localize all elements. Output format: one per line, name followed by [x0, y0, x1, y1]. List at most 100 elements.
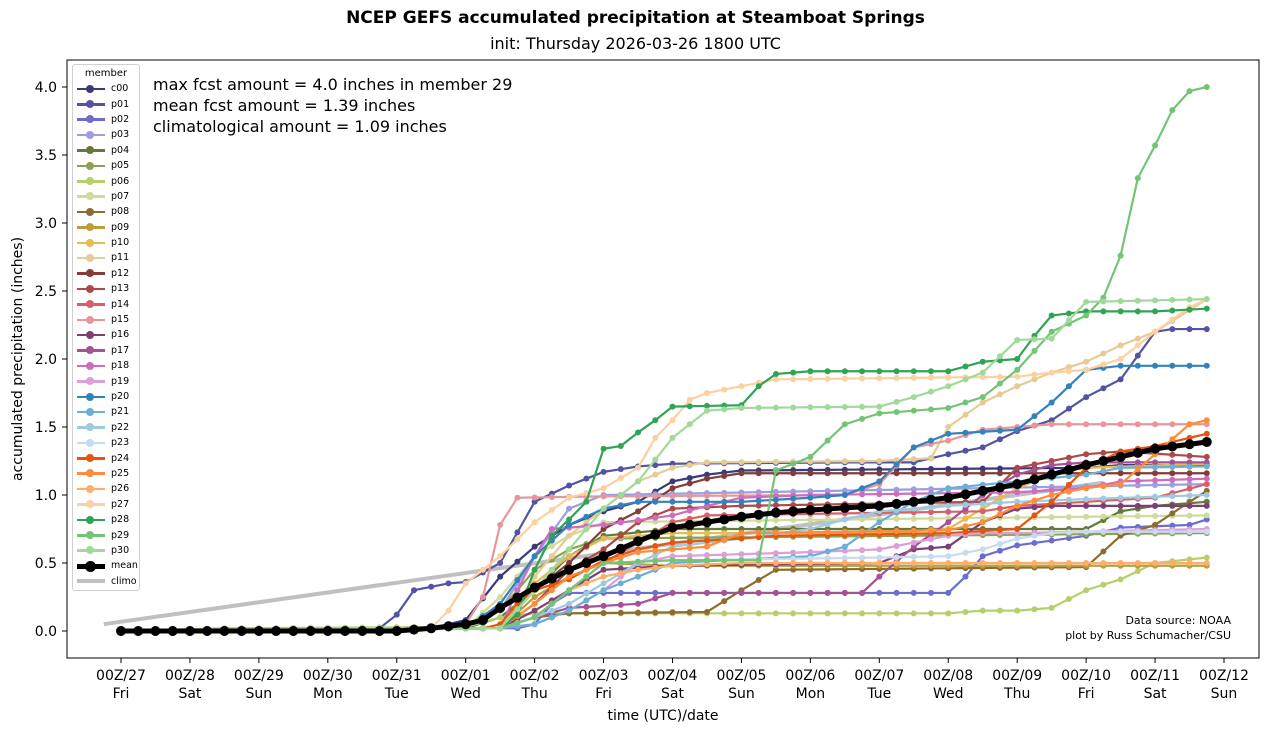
point-p22: [824, 521, 831, 528]
point-mean: [633, 536, 644, 547]
point-p24: [1203, 430, 1210, 437]
point-p27: [1134, 342, 1141, 349]
point-p21: [566, 607, 573, 614]
point-p01: [962, 447, 969, 454]
legend-swatch: [77, 206, 105, 218]
legend-item-p09: p09: [73, 220, 139, 235]
point-p30: [859, 403, 866, 410]
point-p12: [566, 560, 573, 566]
legend-label: p26: [111, 483, 130, 495]
point-p19: [738, 551, 745, 558]
line-p05: [120, 531, 1207, 633]
point-p18: [1014, 489, 1021, 496]
point-p17: [1169, 459, 1176, 466]
point-p27: [738, 383, 745, 390]
point-p25: [548, 587, 555, 594]
point-p12: [583, 543, 590, 549]
legend-label: p09: [111, 221, 130, 233]
legend-label: p13: [111, 283, 130, 295]
point-p20: [635, 498, 642, 505]
legend-swatch: [77, 344, 105, 356]
point-p28: [669, 403, 676, 410]
point-p29: [945, 404, 952, 411]
point-p26: [1100, 560, 1107, 566]
point-p14: [945, 508, 952, 515]
point-mean: [994, 482, 1005, 493]
legend-swatch: [77, 237, 105, 249]
point-mean: [391, 626, 402, 636]
point-p18: [1169, 476, 1176, 483]
legend-swatch: [77, 360, 105, 372]
point-p15: [1031, 422, 1038, 429]
point-p21: [824, 548, 831, 555]
point-p07: [1014, 514, 1021, 521]
legend-label: p24: [111, 452, 130, 464]
point-p26: [1134, 560, 1141, 566]
point-p07: [1186, 512, 1193, 519]
point-p14: [996, 505, 1003, 512]
point-p17: [1152, 459, 1159, 466]
point-p06: [1100, 581, 1107, 588]
point-p02: [928, 589, 935, 596]
legend-swatch: [77, 252, 105, 264]
point-mean: [770, 507, 781, 518]
x-tick-label-time: 00Z/03: [579, 668, 629, 684]
point-p25: [945, 527, 952, 534]
point-p19: [859, 547, 866, 554]
point-p17: [876, 573, 883, 580]
legend-item-p14: p14: [73, 296, 139, 311]
point-p25: [772, 529, 779, 536]
point-p20: [772, 496, 779, 503]
point-p29: [962, 399, 969, 406]
point-p20: [979, 428, 986, 435]
point-p30: [1134, 297, 1141, 304]
point-mean: [546, 573, 557, 584]
point-p27: [600, 485, 607, 492]
point-p02: [635, 589, 642, 596]
point-p28: [945, 368, 952, 375]
point-p19: [721, 551, 728, 558]
point-p02: [617, 589, 624, 596]
point-p27: [945, 374, 952, 381]
point-p21: [1100, 468, 1107, 475]
point-p23: [1014, 535, 1021, 542]
point-p25: [1014, 502, 1021, 509]
point-p07: [928, 515, 935, 522]
legend-swatch: [77, 467, 105, 479]
point-p21: [1065, 473, 1072, 480]
point-mean: [564, 564, 575, 575]
point-p23: [1117, 528, 1124, 535]
point-p07: [1065, 513, 1072, 520]
point-p22: [1100, 495, 1107, 502]
point-p11: [859, 458, 866, 465]
point-p25: [1083, 485, 1090, 492]
point-p17: [841, 589, 848, 596]
point-p18: [617, 519, 624, 526]
legend-swatch: [77, 529, 105, 541]
point-p17: [772, 589, 779, 596]
point-p08: [1100, 548, 1107, 555]
point-mean: [184, 626, 195, 636]
point-p18: [1186, 476, 1193, 483]
point-p16: [1152, 502, 1159, 509]
point-p30: [617, 492, 624, 498]
point-mean: [116, 626, 126, 636]
point-p12: [1186, 470, 1193, 477]
point-p20: [945, 430, 952, 437]
point-p01: [1186, 326, 1193, 333]
point-p07: [910, 515, 917, 522]
point-p06: [910, 610, 917, 617]
legend-swatch: [77, 221, 105, 233]
point-p24: [1014, 526, 1021, 532]
legend-item-p13: p13: [73, 281, 139, 296]
point-mean: [1046, 469, 1057, 480]
point-mean: [1201, 436, 1212, 447]
legend-label: p29: [111, 529, 130, 541]
point-p27: [669, 417, 676, 424]
point-p21: [1152, 464, 1159, 471]
point-p06: [772, 610, 779, 617]
point-p15: [600, 493, 607, 500]
point-p07: [1117, 513, 1124, 520]
x-tick-label-day: Mon: [313, 686, 343, 702]
point-mean: [891, 498, 902, 509]
